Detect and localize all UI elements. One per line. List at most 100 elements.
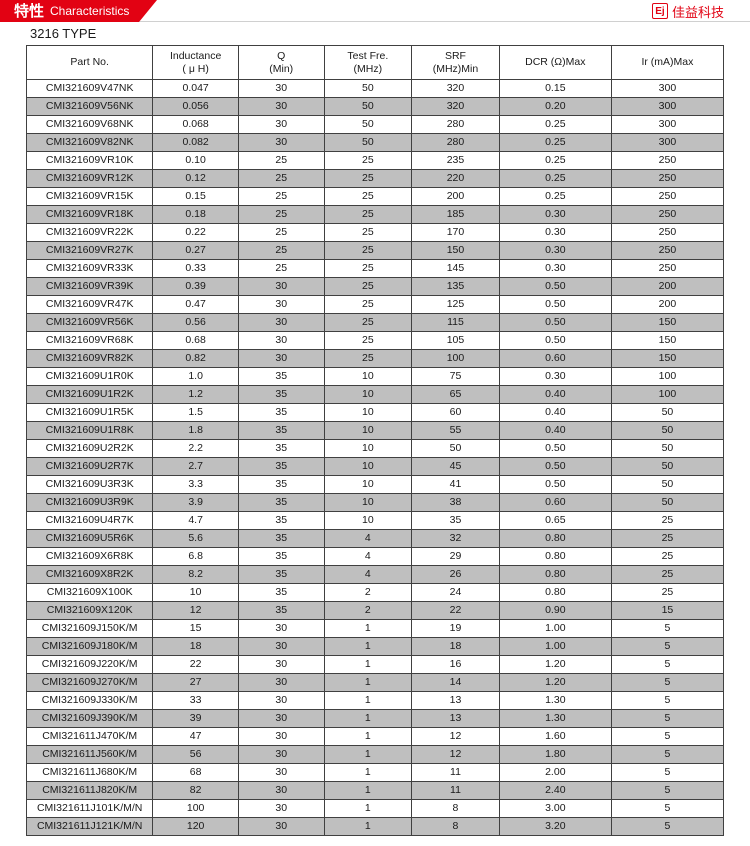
cell: 0.56 bbox=[153, 314, 239, 332]
table-row: CMI321611J820K/M82301112.405 bbox=[27, 782, 724, 800]
cell: 250 bbox=[611, 170, 723, 188]
cell: 250 bbox=[611, 260, 723, 278]
cell: 30 bbox=[238, 800, 324, 818]
cell: 1.80 bbox=[499, 746, 611, 764]
cell: 10 bbox=[324, 386, 412, 404]
cell: CMI321609X120K bbox=[27, 602, 153, 620]
cell: CMI321609VR33K bbox=[27, 260, 153, 278]
cell: 25 bbox=[324, 242, 412, 260]
cell: 30 bbox=[238, 314, 324, 332]
cell: 25 bbox=[611, 530, 723, 548]
cell: 38 bbox=[412, 494, 500, 512]
table-row: CMI321609VR33K0.3325251450.30250 bbox=[27, 260, 724, 278]
col-header-0: Part No. bbox=[27, 46, 153, 80]
cell: 75 bbox=[412, 368, 500, 386]
table-row: CMI321609VR12K0.1225252200.25250 bbox=[27, 170, 724, 188]
cell: 0.068 bbox=[153, 116, 239, 134]
cell: 25 bbox=[238, 170, 324, 188]
table-row: CMI321609VR68K0.6830251050.50150 bbox=[27, 332, 724, 350]
table-row: CMI321609U3R9K3.93510380.6050 bbox=[27, 494, 724, 512]
table-row: CMI321609X6R8K6.8354290.8025 bbox=[27, 548, 724, 566]
cell: 0.056 bbox=[153, 98, 239, 116]
cell: 65 bbox=[412, 386, 500, 404]
table-row: CMI321611J121K/M/N12030183.205 bbox=[27, 818, 724, 836]
cell: 50 bbox=[611, 440, 723, 458]
cell: 0.47 bbox=[153, 296, 239, 314]
brand: Ej 佳益科技 bbox=[652, 0, 724, 22]
cell: CMI321609U1R0K bbox=[27, 368, 153, 386]
cell: 30 bbox=[238, 674, 324, 692]
cell: 30 bbox=[238, 818, 324, 836]
table-row: CMI321609U2R7K2.73510450.5050 bbox=[27, 458, 724, 476]
cell: CMI321611J560K/M bbox=[27, 746, 153, 764]
cell: 60 bbox=[412, 404, 500, 422]
cell: 0.50 bbox=[499, 440, 611, 458]
cell: 50 bbox=[611, 476, 723, 494]
cell: 30 bbox=[238, 710, 324, 728]
table-row: CMI321611J680K/M68301112.005 bbox=[27, 764, 724, 782]
cell: CMI321609VR22K bbox=[27, 224, 153, 242]
cell: CMI321609VR39K bbox=[27, 278, 153, 296]
cell: 1 bbox=[324, 674, 412, 692]
cell: 0.50 bbox=[499, 458, 611, 476]
cell: 12 bbox=[153, 602, 239, 620]
cell: 120 bbox=[153, 818, 239, 836]
cell: 5.6 bbox=[153, 530, 239, 548]
table-row: CMI321611J470K/M47301121.605 bbox=[27, 728, 724, 746]
cell: 11 bbox=[412, 764, 500, 782]
cell: 0.25 bbox=[499, 152, 611, 170]
cell: CMI321609VR47K bbox=[27, 296, 153, 314]
cell: 35 bbox=[412, 512, 500, 530]
table-row: CMI321609VR18K0.1825251850.30250 bbox=[27, 206, 724, 224]
cell: 30 bbox=[238, 80, 324, 98]
cell: 35 bbox=[238, 404, 324, 422]
cell: CMI321609U1R8K bbox=[27, 422, 153, 440]
cell: CMI321609U2R2K bbox=[27, 440, 153, 458]
cell: 30 bbox=[238, 350, 324, 368]
cell: 25 bbox=[238, 224, 324, 242]
cell: 12 bbox=[412, 728, 500, 746]
cell: 2 bbox=[324, 584, 412, 602]
cell: 1.2 bbox=[153, 386, 239, 404]
cell: CMI321611J121K/M/N bbox=[27, 818, 153, 836]
cell: CMI321609X6R8K bbox=[27, 548, 153, 566]
cell: 25 bbox=[238, 260, 324, 278]
cell: 22 bbox=[412, 602, 500, 620]
cell: 10 bbox=[324, 404, 412, 422]
cell: 10 bbox=[324, 458, 412, 476]
cell: 5 bbox=[611, 728, 723, 746]
cell: 8 bbox=[412, 800, 500, 818]
table-row: CMI321609J180K/M18301181.005 bbox=[27, 638, 724, 656]
cell: 33 bbox=[153, 692, 239, 710]
cell: 1 bbox=[324, 620, 412, 638]
cell: CMI321609U2R7K bbox=[27, 458, 153, 476]
table-row: CMI321609VR39K0.3930251350.50200 bbox=[27, 278, 724, 296]
cell: 10 bbox=[324, 494, 412, 512]
cell: 185 bbox=[412, 206, 500, 224]
cell: CMI321609V82NK bbox=[27, 134, 153, 152]
cell: 3.20 bbox=[499, 818, 611, 836]
cell: 1.30 bbox=[499, 710, 611, 728]
cell: 25 bbox=[611, 548, 723, 566]
cell: 25 bbox=[324, 332, 412, 350]
cell: 0.30 bbox=[499, 242, 611, 260]
table-row: CMI321609VR27K0.2725251500.30250 bbox=[27, 242, 724, 260]
cell: 35 bbox=[238, 458, 324, 476]
cell: 14 bbox=[412, 674, 500, 692]
cell: 125 bbox=[412, 296, 500, 314]
cell: 220 bbox=[412, 170, 500, 188]
cell: 300 bbox=[611, 98, 723, 116]
cell: 35 bbox=[238, 494, 324, 512]
cell: 5 bbox=[611, 656, 723, 674]
cell: 25 bbox=[238, 206, 324, 224]
cell: 30 bbox=[238, 620, 324, 638]
cell: 1.60 bbox=[499, 728, 611, 746]
cell: 32 bbox=[412, 530, 500, 548]
table-row: CMI321609U5R6K5.6354320.8025 bbox=[27, 530, 724, 548]
cell: 0.80 bbox=[499, 530, 611, 548]
cell: 25 bbox=[324, 278, 412, 296]
cell: 1 bbox=[324, 800, 412, 818]
cell: CMI321611J820K/M bbox=[27, 782, 153, 800]
cell: 250 bbox=[611, 242, 723, 260]
table-row: CMI321609U4R7K4.73510350.6525 bbox=[27, 512, 724, 530]
